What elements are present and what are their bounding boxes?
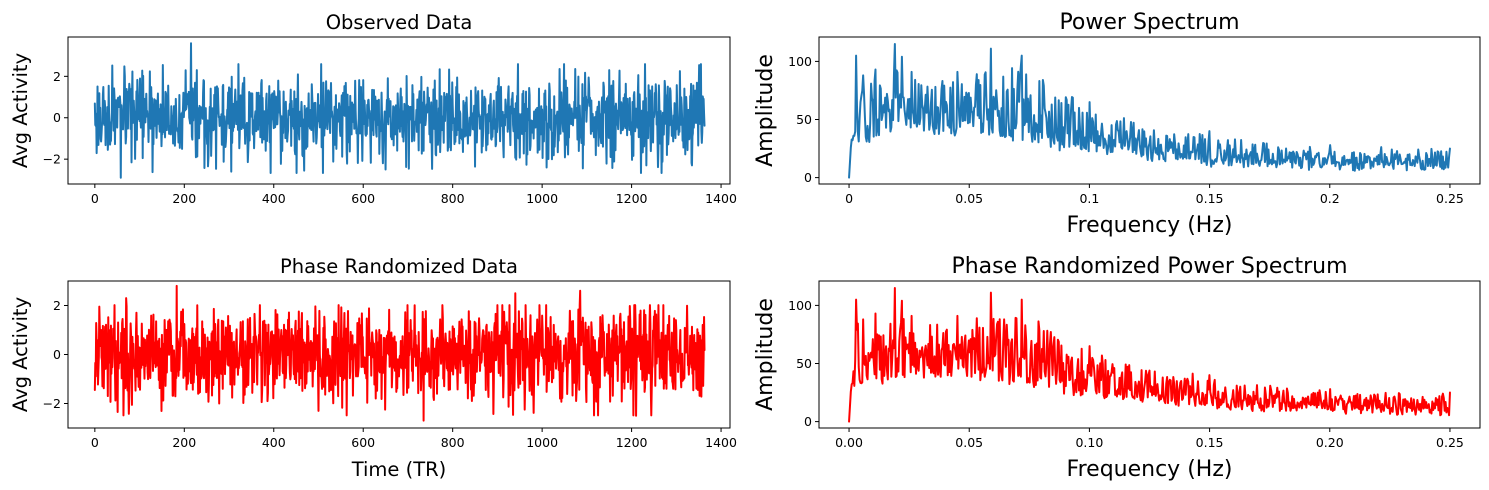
- x-tick-label: 0.10: [1075, 435, 1103, 450]
- y-tick-label: −2: [43, 152, 61, 167]
- y-axis-label: Amplitude: [753, 54, 778, 167]
- x-axis-label: Frequency (Hz): [1067, 213, 1233, 238]
- x-tick-label: 0: [91, 435, 99, 450]
- x-tick-label: 0.25: [1436, 191, 1464, 206]
- chart-title: Phase Randomized Data: [280, 255, 518, 278]
- y-tick-label: 0: [804, 170, 812, 185]
- series-line: [848, 286, 1451, 423]
- x-tick-label: 0: [91, 191, 99, 206]
- x-tick-label: 0.15: [1196, 435, 1224, 450]
- x-tick-label: 600: [351, 435, 375, 450]
- chart-panel-4: 0.00 0.05 0.10 0.15 0.20 0.25 0 50 100 Phase Rand…: [753, 254, 1481, 482]
- x-tick-label: 1400: [705, 435, 737, 450]
- y-tick-label: 0: [53, 110, 61, 125]
- y-tick-label: 0: [53, 347, 61, 362]
- chart-panel-1: 0 200 400 600 800 1000 1200 1400 −2 0 2 Observed Da…: [9, 11, 737, 206]
- y-axis-label: Avg Activity: [9, 53, 32, 168]
- x-tick-label: 600: [351, 191, 375, 206]
- y-axis-label: Amplitude: [753, 298, 778, 411]
- chart-title: Power Spectrum: [1059, 10, 1239, 35]
- x-tick-label: 0.2: [1320, 191, 1340, 206]
- x-tick-label: 1000: [526, 191, 558, 206]
- x-tick-label: 800: [441, 191, 465, 206]
- x-tick-label: 0.25: [1436, 435, 1464, 450]
- chart-panel-3: 0 200 400 600 800 1000 1200 1400 −2 0 2 Phase Rando…: [9, 255, 737, 481]
- x-tick-label: 400: [262, 435, 286, 450]
- x-tick-label: 200: [172, 435, 196, 450]
- x-tick-label: 0.00: [835, 435, 863, 450]
- x-tick-label: 1200: [616, 191, 648, 206]
- x-tick-label: 0.05: [955, 435, 983, 450]
- x-axis-label: Time (TR): [351, 458, 447, 481]
- x-tick-label: 1400: [705, 191, 737, 206]
- plot-frame: [818, 36, 1481, 185]
- chart-title: Phase Randomized Power Spectrum: [951, 254, 1347, 279]
- y-tick-label: 100: [788, 298, 812, 313]
- plot-frame: [818, 280, 1481, 429]
- x-tick-label: 200: [172, 191, 196, 206]
- x-axis-label: Frequency (Hz): [1067, 457, 1233, 482]
- series-line: [93, 42, 706, 179]
- x-tick-label: 1000: [526, 435, 558, 450]
- series-line: [93, 284, 706, 422]
- y-tick-label: 2: [53, 298, 61, 313]
- plot-frame: [67, 36, 731, 185]
- x-tick-label: 800: [441, 435, 465, 450]
- y-tick-label: 50: [796, 112, 812, 127]
- x-tick-label: 400: [262, 191, 286, 206]
- x-tick-label: 0.15: [1196, 191, 1224, 206]
- y-tick-label: 2: [53, 69, 61, 84]
- y-axis-label: Avg Activity: [9, 297, 32, 412]
- y-tick-label: 0: [804, 414, 812, 429]
- chart-title: Observed Data: [326, 11, 473, 34]
- x-tick-label: 0.1: [1079, 191, 1099, 206]
- series-line: [848, 42, 1451, 179]
- x-tick-label: 0.05: [955, 191, 983, 206]
- chart-panel-2: 0 0.05 0.1 0.15 0.2 0.25 0 50 100 Power Spectrum A…: [753, 10, 1481, 238]
- y-tick-label: 100: [788, 54, 812, 69]
- y-tick-label: 50: [796, 356, 812, 371]
- y-tick-label: −2: [43, 396, 61, 411]
- x-tick-label: 1200: [616, 435, 648, 450]
- x-tick-label: 0.20: [1316, 435, 1344, 450]
- x-tick-label: 0: [845, 191, 853, 206]
